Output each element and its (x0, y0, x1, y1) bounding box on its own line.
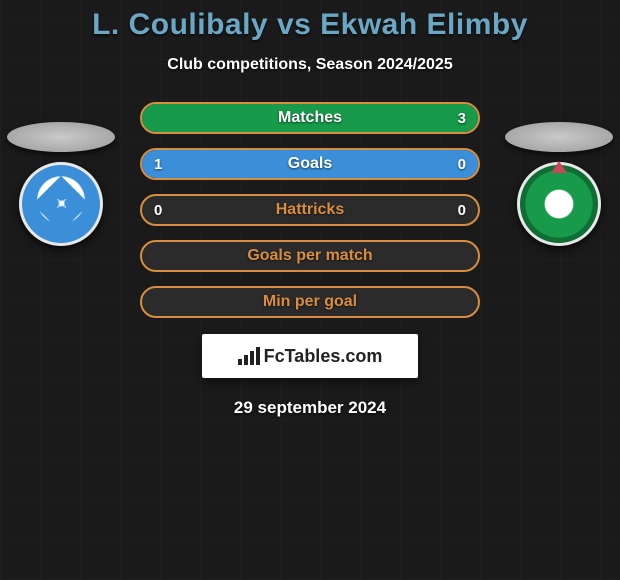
stats-bar-chart: Matches3Goals10Hattricks00Goals per matc… (0, 102, 620, 318)
comparison-title: L. Coulibaly vs Ekwah Elimby (92, 8, 528, 42)
stat-value-left: 1 (154, 156, 162, 173)
stat-value-left: 0 (154, 202, 162, 219)
stat-label: Min per goal (142, 293, 478, 311)
stat-row: Goals10 (140, 148, 480, 180)
comparison-subtitle: Club competitions, Season 2024/2025 (167, 56, 452, 74)
stat-label: Hattricks (142, 201, 478, 219)
stat-fill-right (142, 104, 478, 132)
stat-row: Matches3 (140, 102, 480, 134)
stat-value-right: 0 (458, 156, 466, 173)
stat-row: Hattricks0 0 (140, 194, 480, 226)
stat-value-right: 3 (458, 110, 466, 127)
stat-fill-left (142, 150, 478, 178)
brand-text: FcTables.com (264, 346, 383, 367)
bar-chart-icon (238, 347, 260, 365)
brand-box: FcTables.com (202, 334, 418, 378)
stat-label: Goals per match (142, 247, 478, 265)
stat-row: Min per goal (140, 286, 480, 318)
stat-row: Goals per match (140, 240, 480, 272)
comparison-date: 29 september 2024 (234, 398, 386, 418)
stat-value-right: 0 (458, 202, 466, 219)
